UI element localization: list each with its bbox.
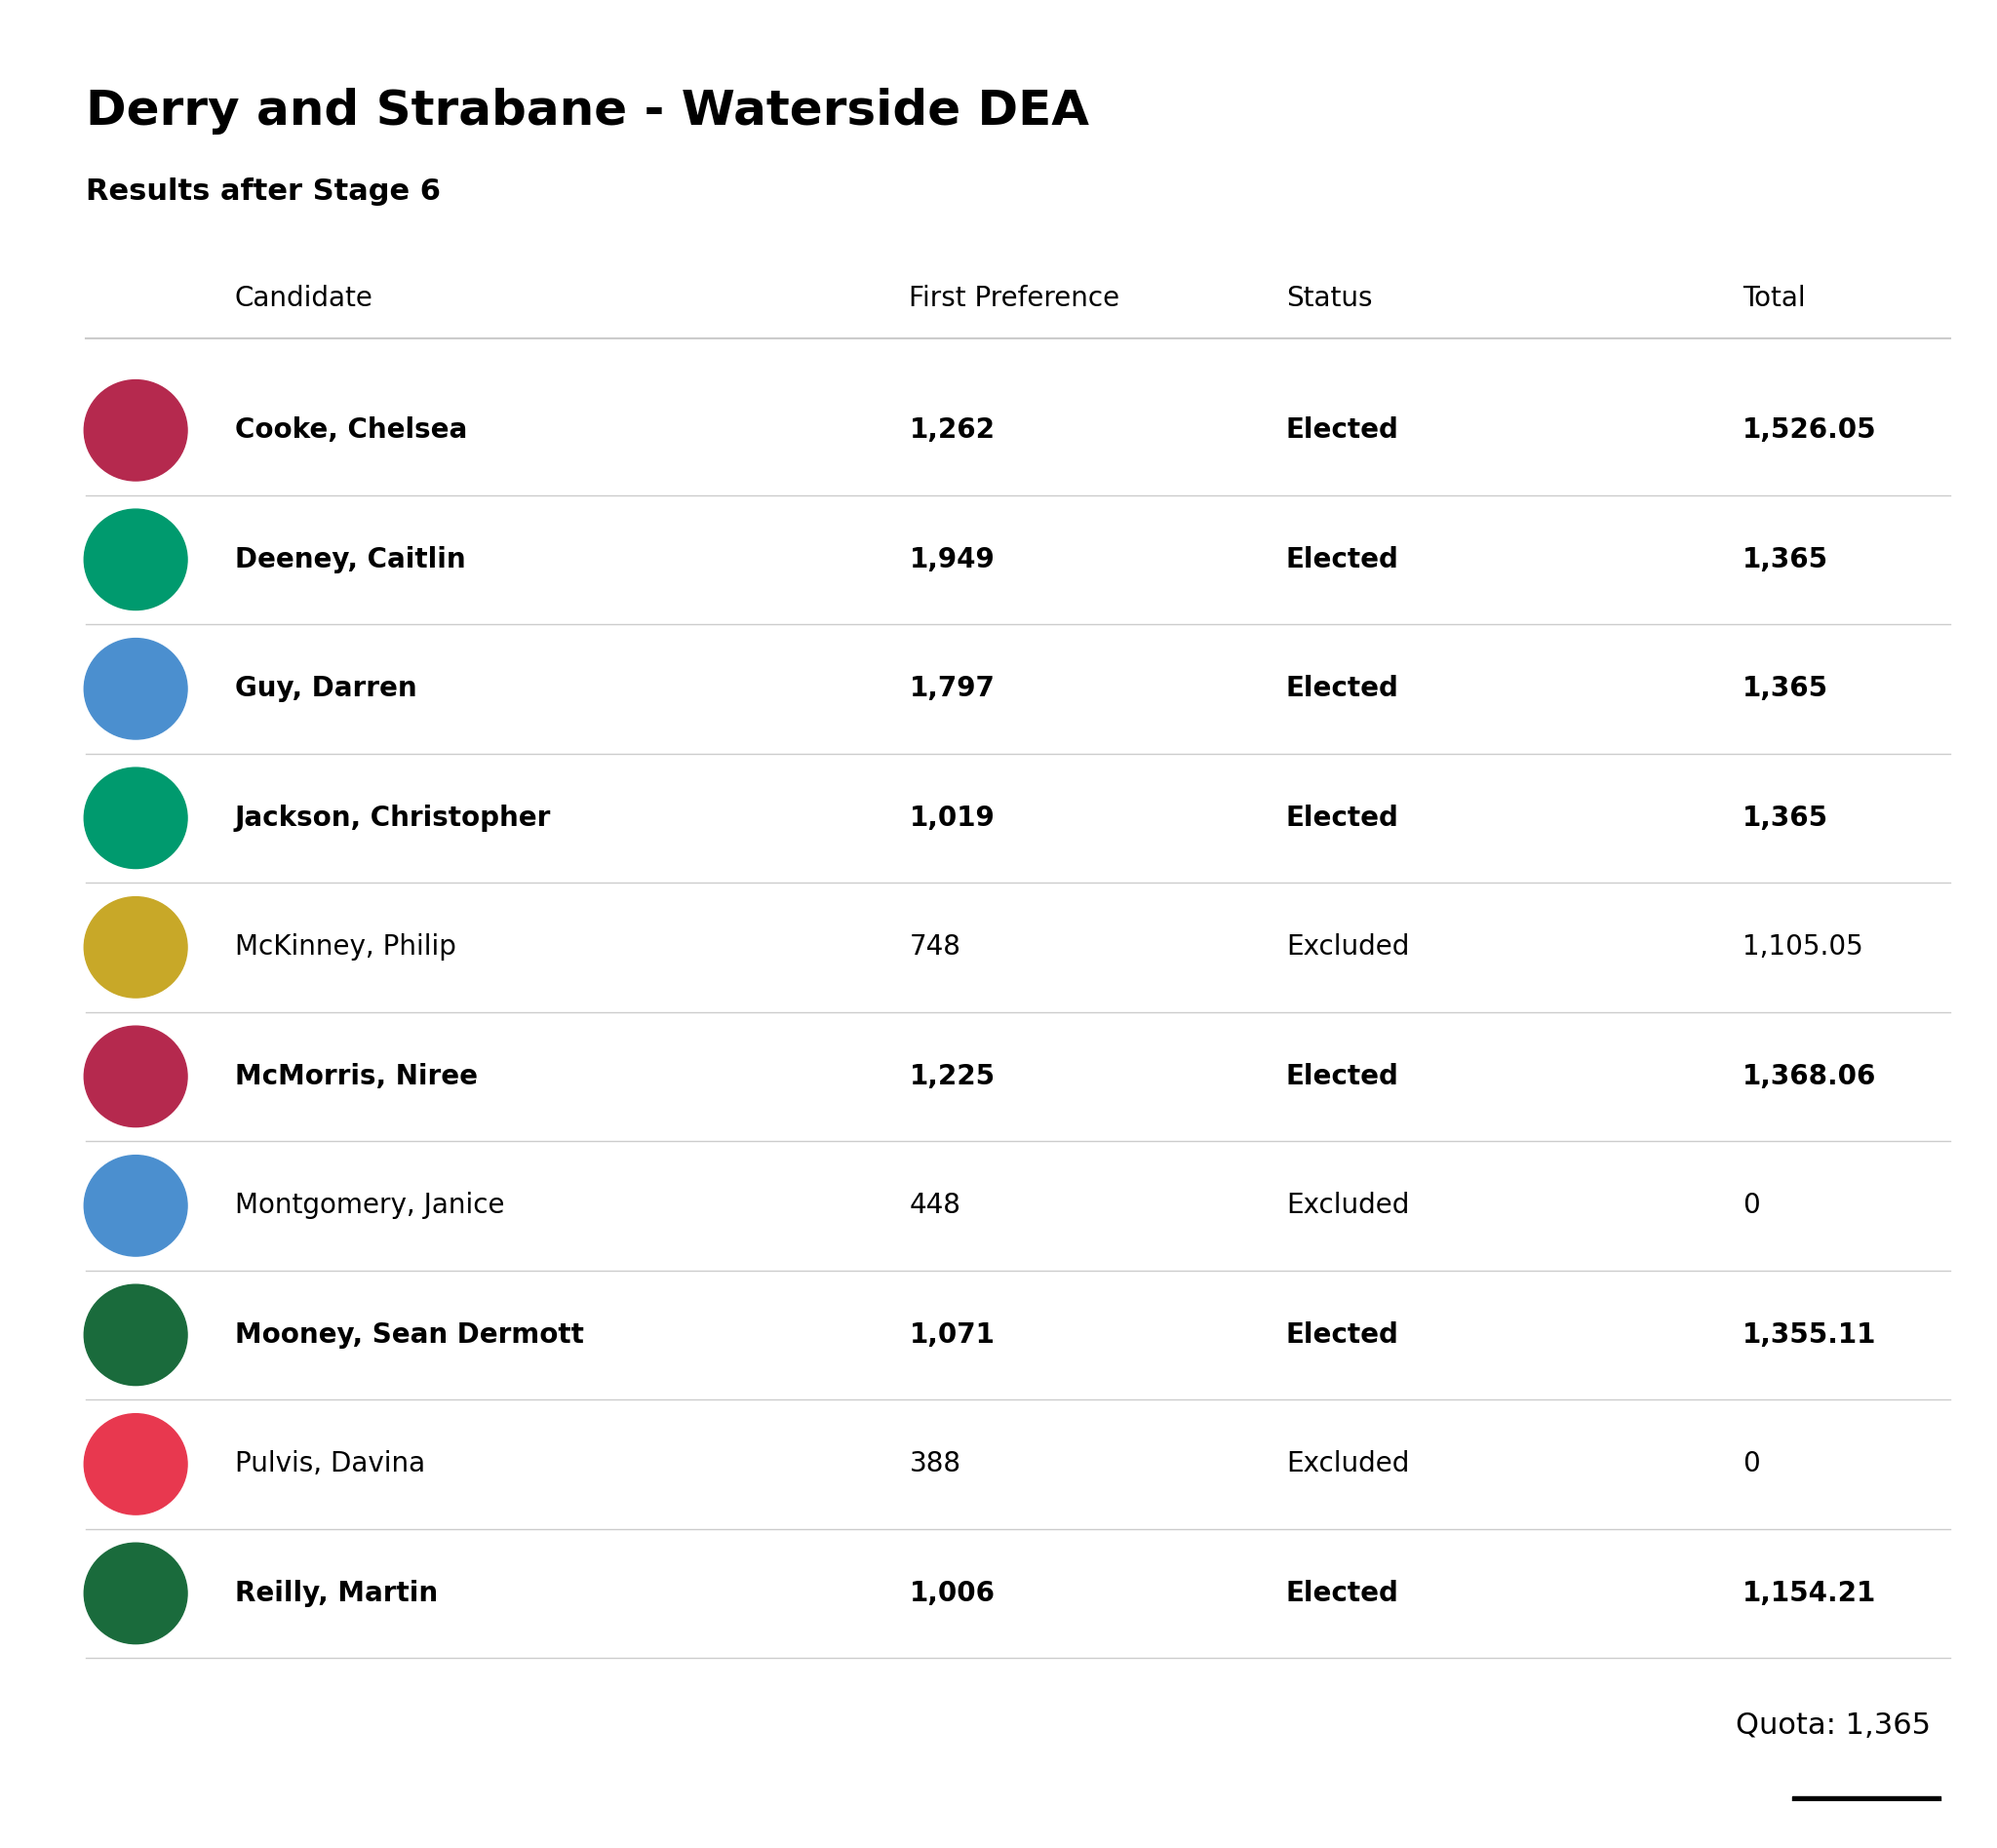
Text: 1,071: 1,071 [909, 1321, 995, 1349]
Text: 1,368.06: 1,368.06 [1741, 1063, 1877, 1090]
Text: Elected: Elected [1286, 545, 1400, 573]
Text: 388: 388 [909, 1451, 961, 1478]
Text: 1,154.21: 1,154.21 [1741, 1580, 1875, 1608]
Text: Elected: Elected [1286, 416, 1400, 444]
Text: First Preference: First Preference [909, 285, 1120, 312]
Text: Deeney, Caitlin: Deeney, Caitlin [236, 545, 465, 573]
Text: Guy, Darren: Guy, Darren [236, 675, 417, 702]
Text: Results after Stage 6: Results after Stage 6 [86, 177, 441, 205]
Text: Total: Total [1741, 285, 1805, 312]
Text: Reilly, Martin: Reilly, Martin [236, 1580, 437, 1608]
Text: 448: 448 [909, 1192, 961, 1220]
Text: 1,365: 1,365 [1741, 675, 1827, 702]
Text: 0: 0 [1741, 1451, 1759, 1478]
Text: Elected: Elected [1286, 1321, 1400, 1349]
Text: 1,365: 1,365 [1741, 804, 1827, 832]
Text: BBC: BBC [1843, 1830, 1889, 1848]
Ellipse shape [84, 1284, 188, 1386]
Text: Elected: Elected [1286, 1063, 1400, 1090]
Text: Excluded: Excluded [1286, 1192, 1410, 1220]
Text: 1,225: 1,225 [909, 1063, 995, 1090]
Text: Cooke, Chelsea: Cooke, Chelsea [236, 416, 467, 444]
Text: 1,526.05: 1,526.05 [1741, 416, 1877, 444]
Text: 1,006: 1,006 [909, 1580, 995, 1608]
Ellipse shape [84, 510, 188, 610]
Text: Elected: Elected [1286, 1580, 1400, 1608]
Text: Elected: Elected [1286, 675, 1400, 702]
Text: McMorris, Niree: McMorris, Niree [236, 1063, 477, 1090]
Ellipse shape [84, 381, 188, 480]
Text: 1,949: 1,949 [909, 545, 995, 573]
Text: McKinney, Philip: McKinney, Philip [236, 933, 455, 961]
Text: Mooney, Sean Dermott: Mooney, Sean Dermott [236, 1321, 583, 1349]
Text: Excluded: Excluded [1286, 933, 1410, 961]
Text: 1,365: 1,365 [1741, 545, 1827, 573]
Ellipse shape [84, 638, 188, 739]
Text: Derry and Strabane - Waterside DEA: Derry and Strabane - Waterside DEA [86, 87, 1090, 135]
Text: Status: Status [1286, 285, 1372, 312]
Ellipse shape [84, 1543, 188, 1645]
Text: 1,019: 1,019 [909, 804, 995, 832]
Text: 1,797: 1,797 [909, 675, 995, 702]
Text: Excluded: Excluded [1286, 1451, 1410, 1478]
Text: Pulvis, Davina: Pulvis, Davina [236, 1451, 425, 1478]
FancyBboxPatch shape [1791, 1796, 1941, 1848]
Text: 1,355.11: 1,355.11 [1741, 1321, 1877, 1349]
Text: 1,105.05: 1,105.05 [1741, 933, 1863, 961]
Text: 748: 748 [909, 933, 961, 961]
Text: 0: 0 [1741, 1192, 1759, 1220]
Ellipse shape [84, 896, 188, 998]
Ellipse shape [84, 1414, 188, 1515]
Ellipse shape [84, 1155, 188, 1257]
Ellipse shape [84, 767, 188, 869]
Ellipse shape [84, 1026, 188, 1127]
Text: Jackson, Christopher: Jackson, Christopher [236, 804, 551, 832]
Text: Elected: Elected [1286, 804, 1400, 832]
Text: Montgomery, Janice: Montgomery, Janice [236, 1192, 505, 1220]
Text: 1,262: 1,262 [909, 416, 995, 444]
Text: Quota: 1,365: Quota: 1,365 [1735, 1711, 1931, 1741]
Text: Candidate: Candidate [236, 285, 373, 312]
